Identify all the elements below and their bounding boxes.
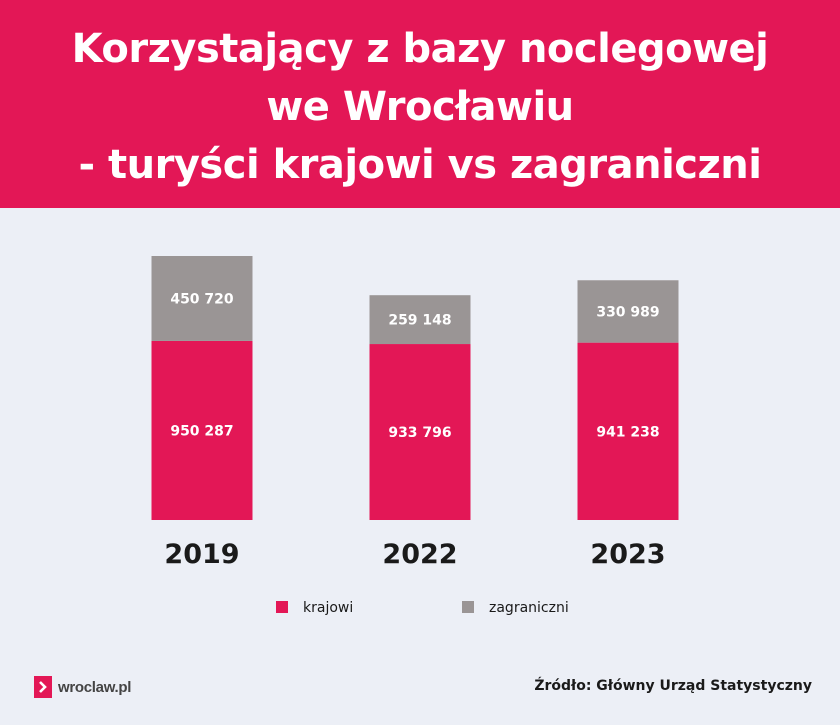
chart-title-line-2: we Wrocławiu [266,84,574,130]
bar-krajowi-2023 [577,342,679,520]
bar-label-zagraniczni-2023: 330 989 [596,304,659,320]
bar-zagraniczni-2019 [151,256,253,341]
bar-krajowi-2022 [369,344,471,520]
logo-arrow-icon [34,676,52,698]
x-tick-label-2019: 2019 [164,539,239,570]
legend-label-krajowi: krajowi [303,600,353,616]
x-tick-label-2022: 2022 [382,539,457,570]
bar-label-zagraniczni-2022: 259 148 [388,313,451,329]
logo-text: wroclaw.pl [58,678,132,696]
stacked-bar-chart: 950 287 450 720 2019 933 796 259 148 2022 941 … [151,256,679,616]
bar-label-krajowi-2022: 933 796 [388,425,451,441]
legend-swatch-zagraniczni [462,601,474,613]
legend-label-zagraniczni: zagraniczni [489,600,569,616]
header-banner: Korzystający z bazy noclegowej we Wrocła… [0,0,840,208]
bar-label-krajowi-2023: 941 238 [596,424,659,440]
bar-krajowi-2019 [151,340,253,520]
chart-title-line-3: - turyści krajowi vs zagraniczni [78,142,762,188]
wroclaw-logo[interactable]: wroclaw.pl [34,676,131,698]
bar-zagraniczni-2022 [369,295,471,345]
bar-label-krajowi-2019: 950 287 [170,423,233,439]
chart-title-line-1: Korzystający z bazy noclegowej [71,26,769,72]
bar-label-zagraniczni-2019: 450 720 [170,291,234,307]
bar-zagraniczni-2023 [577,280,679,343]
source-note: Źródło: Główny Urząd Statystyczny [534,678,812,694]
legend-swatch-krajowi [276,601,288,613]
x-tick-label-2023: 2023 [590,539,665,570]
